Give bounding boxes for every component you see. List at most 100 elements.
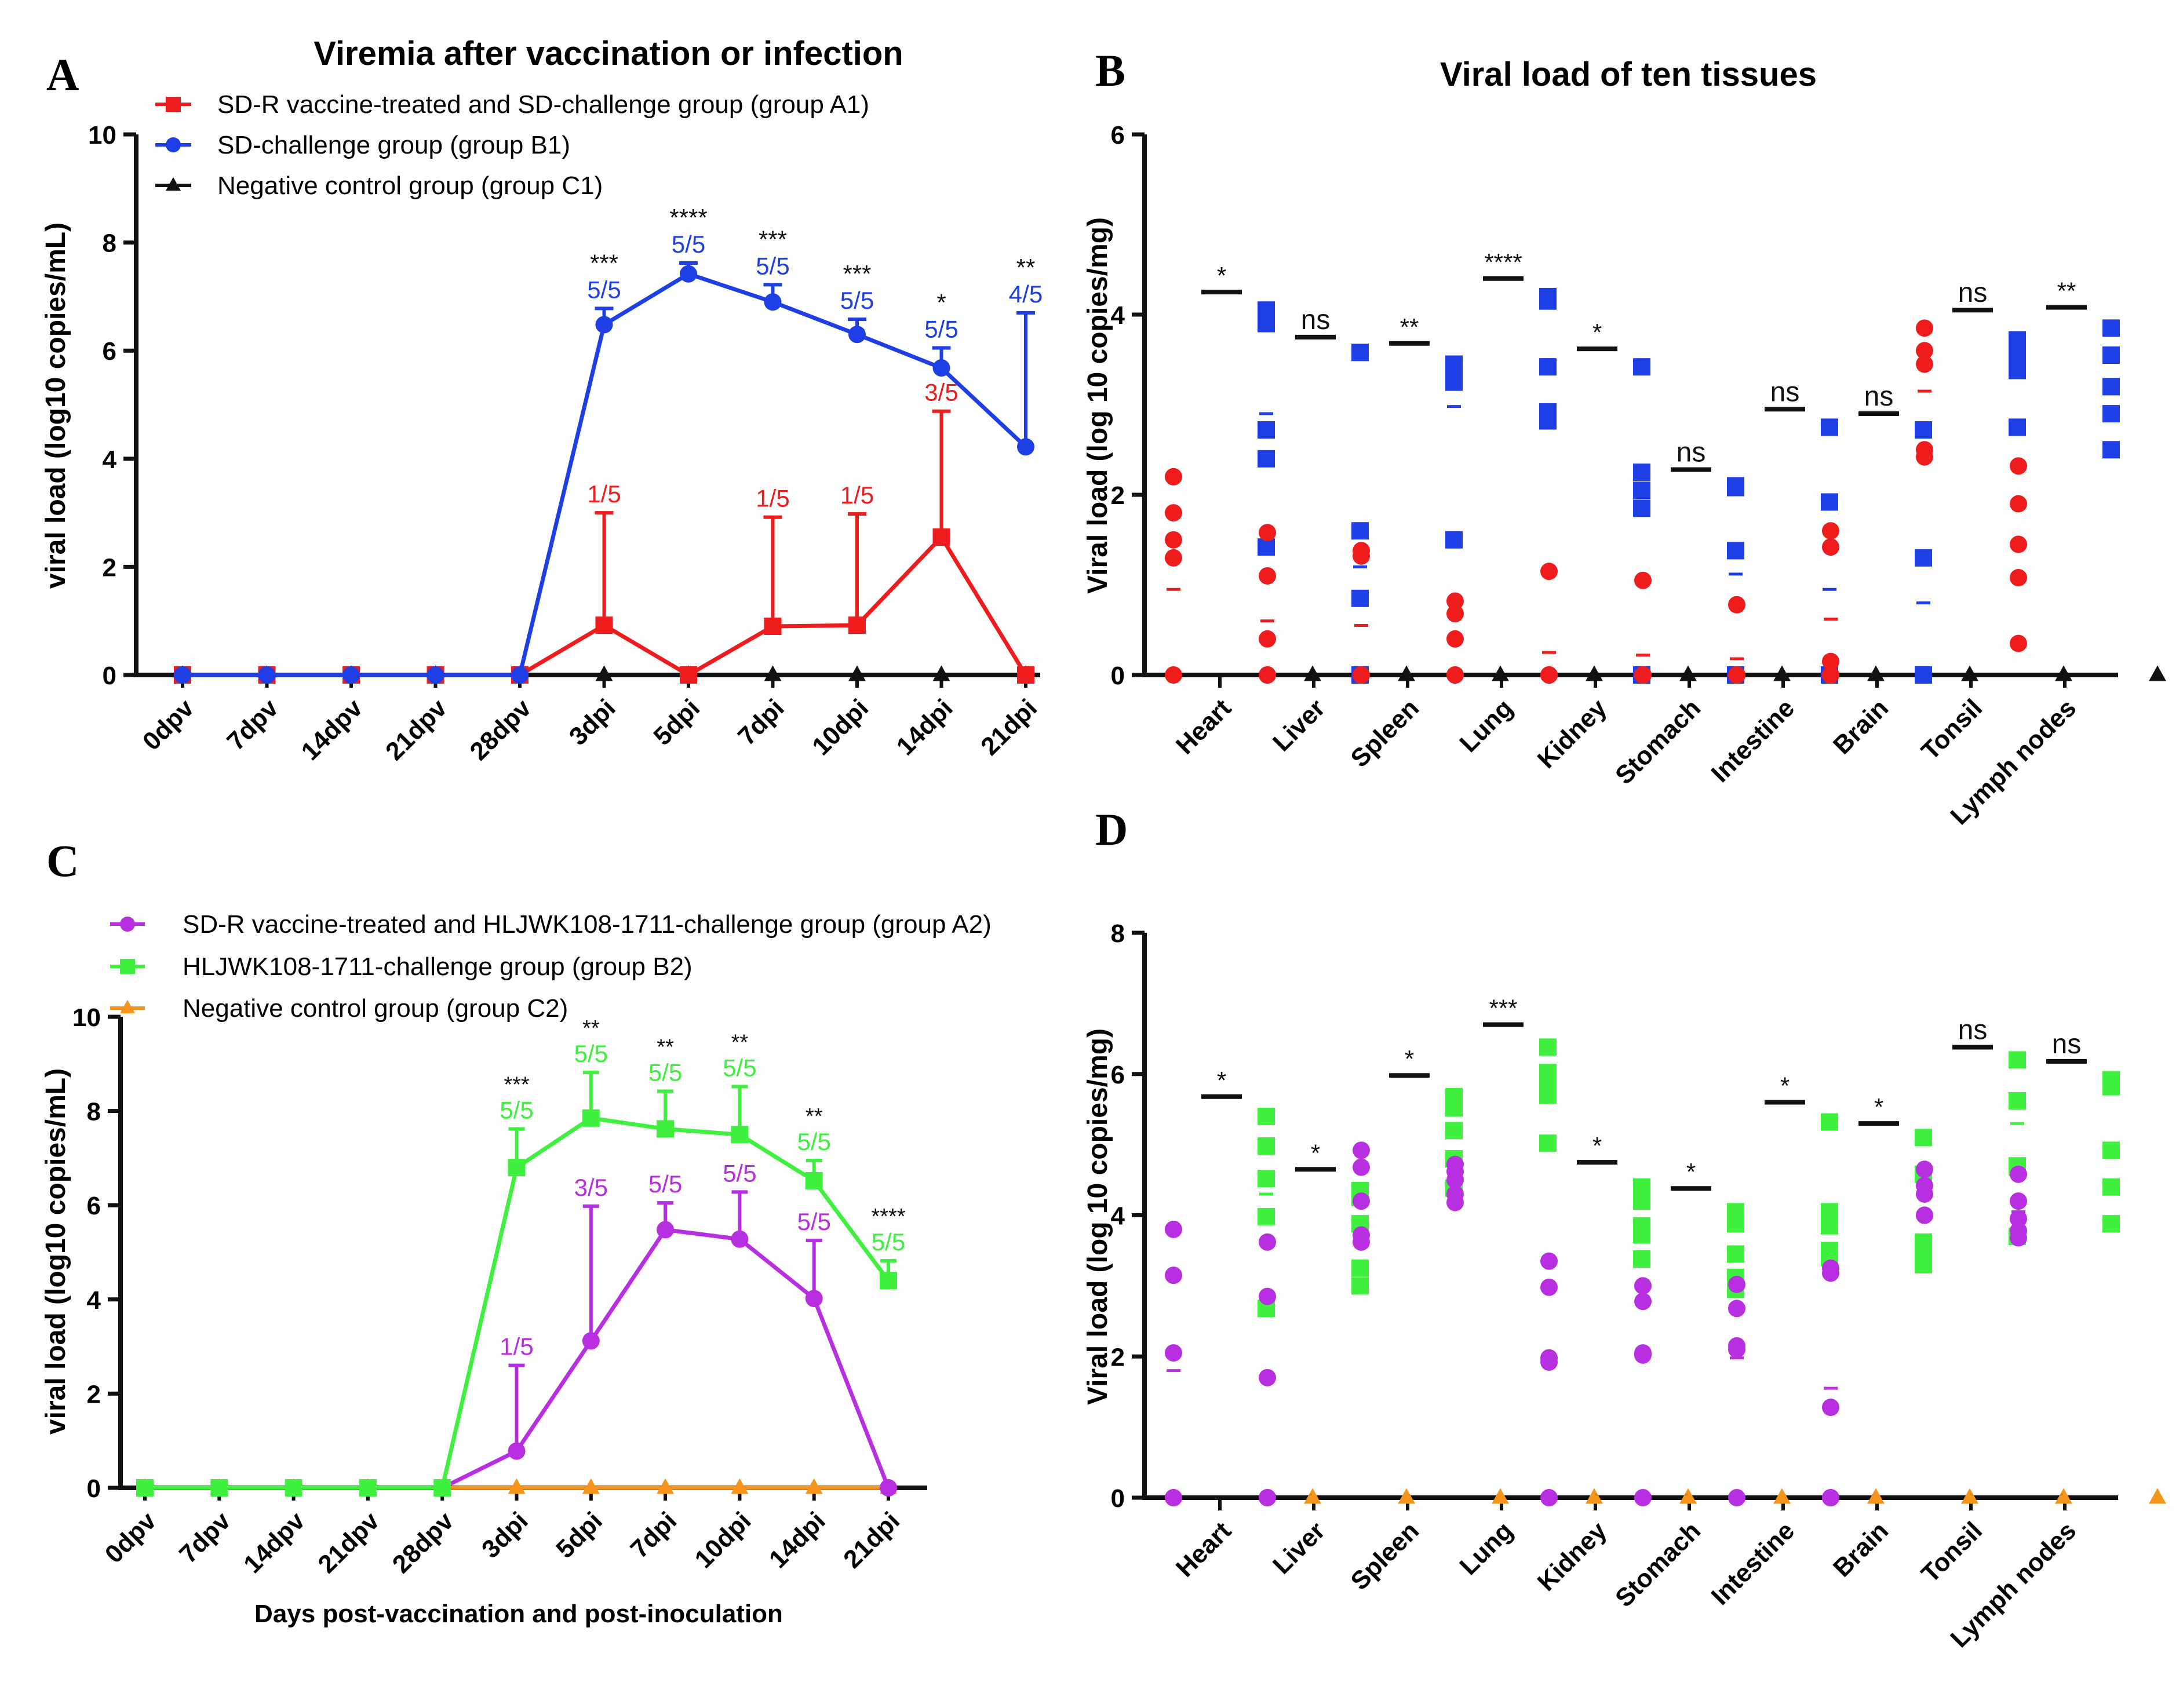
data-point bbox=[508, 1478, 526, 1494]
data-point bbox=[932, 665, 950, 681]
x-tick-label: 10dpi bbox=[807, 694, 874, 761]
data-point bbox=[1445, 1122, 1463, 1140]
y-tick-label: 0 bbox=[87, 1475, 101, 1503]
legend-label: Negative control group (group C1) bbox=[217, 171, 603, 200]
data-point bbox=[1821, 493, 1838, 511]
data-point bbox=[1259, 567, 1276, 585]
data-point bbox=[1258, 1107, 1275, 1125]
data-point bbox=[1727, 542, 1744, 560]
data-point bbox=[1539, 412, 1557, 430]
x-tick-label: 0dpv bbox=[137, 694, 200, 756]
panel-c: viral load (log10 copies/mL) Days post-va… bbox=[41, 910, 992, 1628]
x-tick-label: 28dpv bbox=[387, 1506, 460, 1579]
legend-marker bbox=[166, 177, 181, 191]
data-point bbox=[2102, 319, 2120, 337]
y-tick-label: 4 bbox=[87, 1286, 101, 1315]
panel-b: Viral load of ten tissues Viral load (log… bbox=[1083, 56, 2166, 830]
data-point bbox=[1259, 1233, 1276, 1251]
data-point bbox=[1727, 1245, 1744, 1263]
significance-label: ns bbox=[1958, 278, 1988, 308]
data-point bbox=[1445, 1099, 1463, 1117]
data-point bbox=[1822, 666, 1839, 684]
data-point bbox=[1539, 1038, 1557, 1056]
y-tick-label: 2 bbox=[1111, 1343, 1125, 1371]
data-point bbox=[932, 359, 950, 377]
positive-ratio-label: 5/5 bbox=[648, 1170, 682, 1198]
data-point bbox=[1492, 665, 1509, 681]
positive-ratio-label: 5/5 bbox=[500, 1096, 533, 1123]
data-point bbox=[1916, 319, 1933, 337]
data-point bbox=[1633, 1226, 1650, 1244]
x-tick-label: 7dpi bbox=[625, 1506, 683, 1564]
data-point bbox=[657, 1120, 675, 1138]
data-point bbox=[1915, 1129, 1932, 1147]
data-point bbox=[1915, 1233, 1932, 1251]
data-point bbox=[1586, 665, 1603, 681]
data-point bbox=[1727, 1215, 1744, 1233]
data-point bbox=[1822, 1489, 1839, 1506]
significance-label: * bbox=[1592, 319, 1602, 346]
x-tick-label: 3dpi bbox=[564, 694, 621, 751]
data-point bbox=[427, 666, 444, 684]
y-axis-label: Viral load (log 10 copies/mg) bbox=[1083, 217, 1113, 594]
data-point bbox=[2010, 1229, 2027, 1247]
y-tick-label: 2 bbox=[1111, 481, 1125, 510]
x-tick-label: 10dpi bbox=[690, 1506, 757, 1574]
y-tick-label: 4 bbox=[103, 446, 117, 474]
y-tick-label: 6 bbox=[1111, 1061, 1125, 1089]
data-point bbox=[1634, 666, 1652, 684]
positive-ratio-label: 3/5 bbox=[924, 379, 958, 406]
data-point bbox=[731, 1478, 749, 1494]
data-point bbox=[1398, 1488, 1415, 1504]
data-point bbox=[1540, 1252, 1558, 1270]
data-point bbox=[1633, 1250, 1650, 1268]
data-point bbox=[1304, 665, 1321, 681]
data-point bbox=[508, 1442, 526, 1460]
data-point bbox=[2009, 418, 2026, 436]
data-point bbox=[1258, 315, 1275, 333]
data-point bbox=[1586, 1488, 1603, 1504]
x-tick-label: 14dpi bbox=[764, 1506, 831, 1574]
x-tick-label: Tonsil bbox=[1916, 1516, 1988, 1588]
data-point bbox=[2010, 457, 2027, 475]
x-tick-label: Liver bbox=[1267, 694, 1331, 757]
significance-label: * bbox=[1405, 1045, 1414, 1072]
data-point bbox=[1679, 1488, 1697, 1504]
significance-label: * bbox=[1217, 1067, 1226, 1094]
data-point bbox=[1634, 571, 1652, 589]
data-point bbox=[1165, 1344, 1182, 1362]
data-point bbox=[1540, 1353, 1558, 1371]
significance-label: ns bbox=[2052, 1029, 2082, 1060]
data-point bbox=[2102, 405, 2120, 423]
panel-d: Viral load (log 10 copies/mg) 0 2 4 6 8 Heart L… bbox=[1083, 919, 2166, 1653]
y-tick-label: 8 bbox=[87, 1098, 101, 1126]
significance-label: *** bbox=[759, 225, 787, 253]
data-point bbox=[1398, 665, 1415, 681]
significance-label: * bbox=[1592, 1132, 1602, 1159]
x-tick-label: Kidney bbox=[1532, 1516, 1613, 1597]
data-point bbox=[680, 265, 697, 283]
data-point bbox=[1165, 1267, 1182, 1284]
data-point bbox=[1165, 468, 1182, 486]
significance-label: *** bbox=[504, 1072, 530, 1097]
positive-ratio-label: 5/5 bbox=[756, 252, 789, 279]
x-tick-label: Liver bbox=[1267, 1516, 1331, 1579]
data-point bbox=[1353, 547, 1370, 565]
data-point bbox=[1304, 1488, 1321, 1504]
significance-label: ns bbox=[1677, 437, 1706, 468]
data-point bbox=[1259, 1287, 1276, 1305]
positive-ratio-label: 5/5 bbox=[797, 1208, 831, 1235]
data-point bbox=[2010, 569, 2027, 587]
data-point bbox=[1822, 652, 1839, 670]
data-point bbox=[1822, 538, 1839, 556]
x-tick-label: 14dpv bbox=[296, 694, 368, 766]
legend-marker bbox=[166, 137, 181, 152]
data-point bbox=[657, 1221, 675, 1239]
x-tick-label: Intestine bbox=[1705, 1516, 1800, 1611]
legend-marker bbox=[166, 97, 181, 112]
data-point bbox=[2009, 340, 2026, 358]
positive-ratio-label: 5/5 bbox=[587, 276, 621, 303]
data-point bbox=[1540, 666, 1558, 684]
x-tick-label: 21dpi bbox=[838, 1506, 905, 1574]
chart-title: Viremia after vaccination or infection bbox=[314, 35, 903, 72]
